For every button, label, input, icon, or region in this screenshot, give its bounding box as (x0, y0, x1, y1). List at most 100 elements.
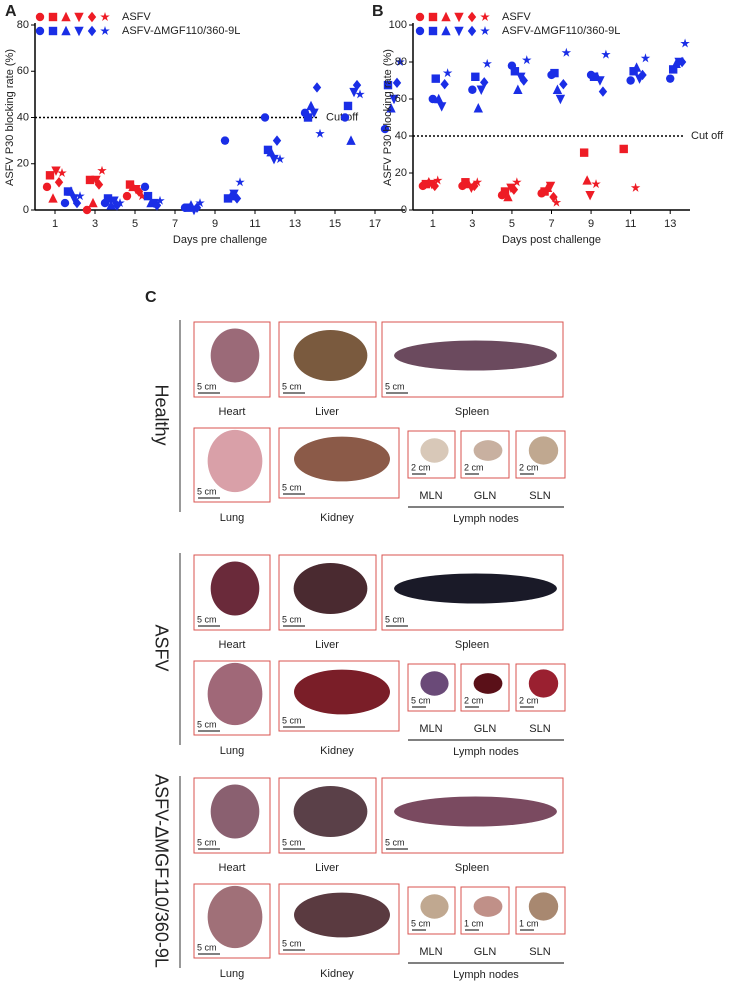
data-point (349, 87, 359, 98)
data-point (272, 135, 282, 146)
data-point (677, 56, 687, 68)
organ-label: GLN (474, 946, 497, 958)
data-point (85, 175, 95, 185)
data-point (668, 65, 678, 74)
y-tick-label: 60 (17, 65, 29, 77)
x-axis-label: Days pre challenge (173, 234, 267, 246)
data-point (306, 100, 316, 111)
data-point (640, 53, 651, 63)
x-tick-label: 11 (625, 218, 636, 230)
legend-label: ASFV (502, 11, 531, 23)
legend-marker (428, 26, 438, 36)
cutoff-label: Cut off (691, 130, 724, 142)
scale-label: 5 cm (197, 486, 217, 496)
data-point (386, 103, 396, 113)
data-point (380, 124, 390, 134)
data-point (195, 198, 205, 208)
data-point (503, 191, 513, 202)
organ-photo (207, 662, 263, 726)
data-point (57, 168, 67, 178)
data-point (340, 113, 350, 122)
scale-label: 2 cm (519, 462, 539, 472)
organ-photo (207, 885, 263, 949)
organ-label: Liver (315, 862, 339, 874)
legend-marker (48, 26, 58, 36)
organ-photo (420, 894, 449, 919)
data-point (559, 79, 568, 90)
panel-label: C (145, 289, 157, 306)
scale-label: 5 cm (411, 918, 431, 928)
legend-marker (87, 25, 97, 37)
x-tick-label: 3 (469, 218, 475, 230)
y-tick-label: 0 (401, 204, 407, 216)
legend-marker (480, 26, 490, 36)
legend-marker (415, 26, 425, 36)
organ-label: Heart (219, 862, 246, 874)
y-tick-label: 60 (395, 93, 407, 105)
data-point (232, 193, 242, 204)
x-tick-label: 17 (369, 218, 381, 230)
scale-label: 5 cm (282, 938, 302, 948)
organ-photo (394, 340, 557, 371)
x-tick-label: 3 (92, 218, 98, 230)
y-tick-label: 20 (395, 167, 407, 179)
group-label: Healthy (151, 384, 171, 445)
data-point (389, 94, 399, 105)
x-tick-label: 7 (548, 218, 554, 230)
x-tick-label: 5 (509, 218, 515, 230)
data-point (94, 179, 104, 190)
organ-photo (210, 328, 260, 383)
organ-photo (420, 438, 449, 463)
scale-label: 2 cm (464, 462, 484, 472)
data-point (595, 76, 605, 86)
organ-label: MLN (419, 490, 442, 502)
x-tick-label: 11 (249, 218, 260, 230)
data-point (585, 191, 595, 201)
data-point (75, 191, 85, 201)
scale-label: 5 cm (385, 837, 405, 847)
panel-label: A (5, 3, 17, 20)
data-point (312, 82, 322, 93)
organ-photo (293, 786, 368, 837)
legend-marker (74, 26, 84, 37)
data-point (60, 198, 70, 208)
scale-label: 2 cm (519, 695, 539, 705)
data-point (522, 55, 532, 65)
data-point (431, 74, 440, 83)
data-point (626, 76, 635, 85)
data-point (48, 193, 58, 203)
legend-marker (35, 26, 45, 36)
data-point (430, 180, 439, 192)
data-point (235, 177, 245, 187)
data-point (555, 94, 566, 105)
organ-label: SLN (529, 723, 550, 735)
organ-label: Heart (219, 406, 246, 418)
x-tick-label: 13 (289, 218, 301, 230)
data-point (122, 191, 132, 201)
data-point (472, 177, 483, 187)
data-point (619, 144, 628, 154)
organ-label: Lung (220, 968, 244, 980)
data-point (432, 175, 443, 185)
scale-label: 5 cm (197, 942, 217, 952)
organ-photo (210, 561, 260, 616)
y-tick-label: 80 (395, 56, 407, 68)
data-point (352, 79, 362, 91)
legend-marker (415, 12, 425, 22)
organ-label: Kidney (320, 745, 354, 757)
data-point (471, 72, 480, 81)
data-point (579, 148, 589, 157)
data-point (134, 186, 144, 197)
data-point (561, 47, 572, 57)
data-point (440, 79, 449, 90)
legend-marker (428, 12, 438, 22)
organ-label: Spleen (455, 406, 489, 418)
data-point (229, 189, 239, 200)
data-point (549, 191, 558, 203)
organ-photo (293, 563, 368, 614)
y-tick-label: 40 (395, 130, 407, 142)
data-point (601, 49, 611, 59)
data-point (275, 154, 285, 164)
x-tick-label: 9 (588, 218, 594, 230)
